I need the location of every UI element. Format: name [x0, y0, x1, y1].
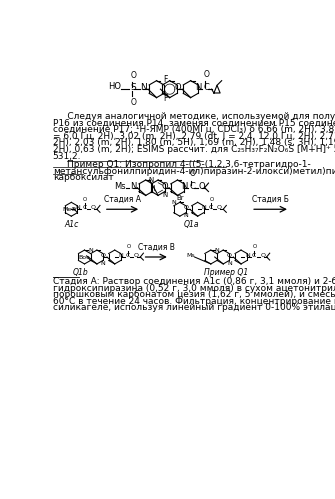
- Text: Q1a: Q1a: [184, 220, 199, 229]
- Text: N: N: [100, 261, 105, 266]
- Text: N: N: [130, 182, 137, 191]
- Text: O: O: [130, 71, 136, 80]
- Text: O: O: [209, 197, 213, 202]
- Text: Стадия В: Стадия В: [138, 243, 175, 251]
- Text: N: N: [184, 214, 188, 219]
- Text: N: N: [75, 205, 80, 210]
- Text: N: N: [202, 205, 206, 210]
- Text: O: O: [184, 205, 189, 210]
- Text: O: O: [175, 83, 181, 92]
- Text: O: O: [217, 205, 222, 210]
- Text: 531,2.: 531,2.: [53, 152, 81, 161]
- Text: Стадия А: Раствор соединения A1c (0,86 г, 3,1 ммоля) и 2-бром-5-: Стадия А: Раствор соединения A1c (0,86 г…: [53, 277, 335, 286]
- Text: N: N: [181, 182, 188, 191]
- Text: 2H), 0,63 (m, 2H); ESIMS рассчит. для C₂₅H₃₇F₂N₂O₆S [M+H]⁺ 531,2, обнаруж.: 2H), 0,63 (m, 2H); ESIMS рассчит. для C₂…: [53, 145, 335, 154]
- Text: F: F: [163, 94, 168, 103]
- Text: 2H), 2,03 (m, 2H), 1,80 (m, 5H), 1,69 (m, 2H), 1,48 (s, 3H), 1,19 (m, 2H), 0,87 : 2H), 2,03 (m, 2H), 1,80 (m, 5H), 1,69 (m…: [53, 138, 335, 147]
- Text: HO: HO: [108, 82, 121, 91]
- Text: MeO: MeO: [62, 207, 77, 212]
- Text: S: S: [130, 83, 136, 92]
- Text: N: N: [88, 248, 93, 253]
- Text: C: C: [208, 205, 213, 210]
- Text: F: F: [163, 75, 168, 84]
- Text: N: N: [119, 253, 123, 258]
- Text: C: C: [189, 182, 195, 191]
- Text: C: C: [126, 253, 130, 258]
- Text: N: N: [172, 200, 176, 205]
- Text: O: O: [101, 253, 106, 258]
- Text: N: N: [140, 83, 147, 92]
- Text: O: O: [227, 253, 232, 258]
- Text: O: O: [134, 253, 139, 258]
- Text: N: N: [149, 177, 154, 183]
- Text: O: O: [190, 170, 196, 179]
- Text: порошковым карбонатом цезия (1,62 г, 5 ммолей), и смесь перемешивали при: порошковым карбонатом цезия (1,62 г, 5 м…: [53, 290, 335, 299]
- Text: = 6,0 Гц, 2H), 3,02 (m, 2H), 2,79 (dt, J = 2,4, 12,0 Гц, 2H), 2,71 (m, 2H), 2,48: = 6,0 Гц, 2H), 3,02 (m, 2H), 2,79 (dt, J…: [53, 132, 335, 141]
- Text: O: O: [91, 205, 96, 210]
- Text: P16 из соединения P14, заменяя соединением P15 соединение P14, получали: P16 из соединения P14, заменяя соединени…: [53, 119, 335, 128]
- Text: O: O: [198, 182, 205, 191]
- Text: N: N: [195, 83, 202, 92]
- Text: N: N: [245, 253, 250, 258]
- Text: O: O: [126, 245, 131, 250]
- Text: C: C: [203, 83, 209, 92]
- Text: Следуя аналогичной методике, используемой для получения соединения: Следуя аналогичной методике, используемо…: [53, 112, 335, 121]
- Text: Стадия А: Стадия А: [104, 195, 141, 204]
- Text: гидроксипиразина (0,52 г, 3,0 ммоля) в сухом ацетонитриле (7 мл) обрабатывали: гидроксипиразина (0,52 г, 3,0 ммоля) в с…: [53, 283, 335, 292]
- Text: Boc: Boc: [78, 254, 90, 259]
- Text: N: N: [215, 248, 219, 253]
- Text: 60°C в течение 24 часов. Фильтрация, концентрирование и очистка на: 60°C в течение 24 часов. Фильтрация, кон…: [53, 296, 335, 306]
- Text: O: O: [204, 70, 210, 79]
- Text: Q1b: Q1b: [73, 268, 88, 277]
- Text: карбоксилат: карбоксилат: [53, 174, 114, 183]
- Text: C: C: [252, 253, 256, 258]
- Text: метансульфонилпиридин-4-ил)пиразин-2-илокси)метил)пиперидин-1-: метансульфонилпиридин-4-ил)пиразин-2-ило…: [53, 167, 335, 176]
- Text: A1c: A1c: [64, 220, 78, 229]
- Text: Пример Q1: Изопропил 4-((5-(1,2,3,6-тетрагидро-1-: Пример Q1: Изопропил 4-((5-(1,2,3,6-тетр…: [67, 160, 311, 169]
- Text: Br: Br: [176, 195, 184, 201]
- Text: O: O: [83, 197, 87, 202]
- Text: O: O: [130, 98, 136, 107]
- Text: Пример Q1: Пример Q1: [204, 268, 249, 277]
- Text: N: N: [162, 192, 168, 198]
- Text: C: C: [82, 205, 86, 210]
- Text: Ms: Ms: [114, 182, 126, 191]
- Text: O: O: [260, 253, 265, 258]
- Text: Ms: Ms: [186, 253, 195, 258]
- Text: соединение P17; ¹H-ЯМР (400МГц, CDCl₃) δ 6,66 (m, 2H), 3,85 (m, 4H), 3,74 (t, J: соединение P17; ¹H-ЯМР (400МГц, CDCl₃) δ…: [53, 125, 335, 134]
- Text: Стадия Б: Стадия Б: [252, 195, 289, 204]
- Text: N: N: [227, 261, 231, 266]
- Text: силикагеле, используя линейный градиент 0-100% этилацетата в гексане: силикагеле, используя линейный градиент …: [53, 303, 335, 312]
- Text: O: O: [253, 245, 257, 250]
- Text: O: O: [162, 182, 169, 191]
